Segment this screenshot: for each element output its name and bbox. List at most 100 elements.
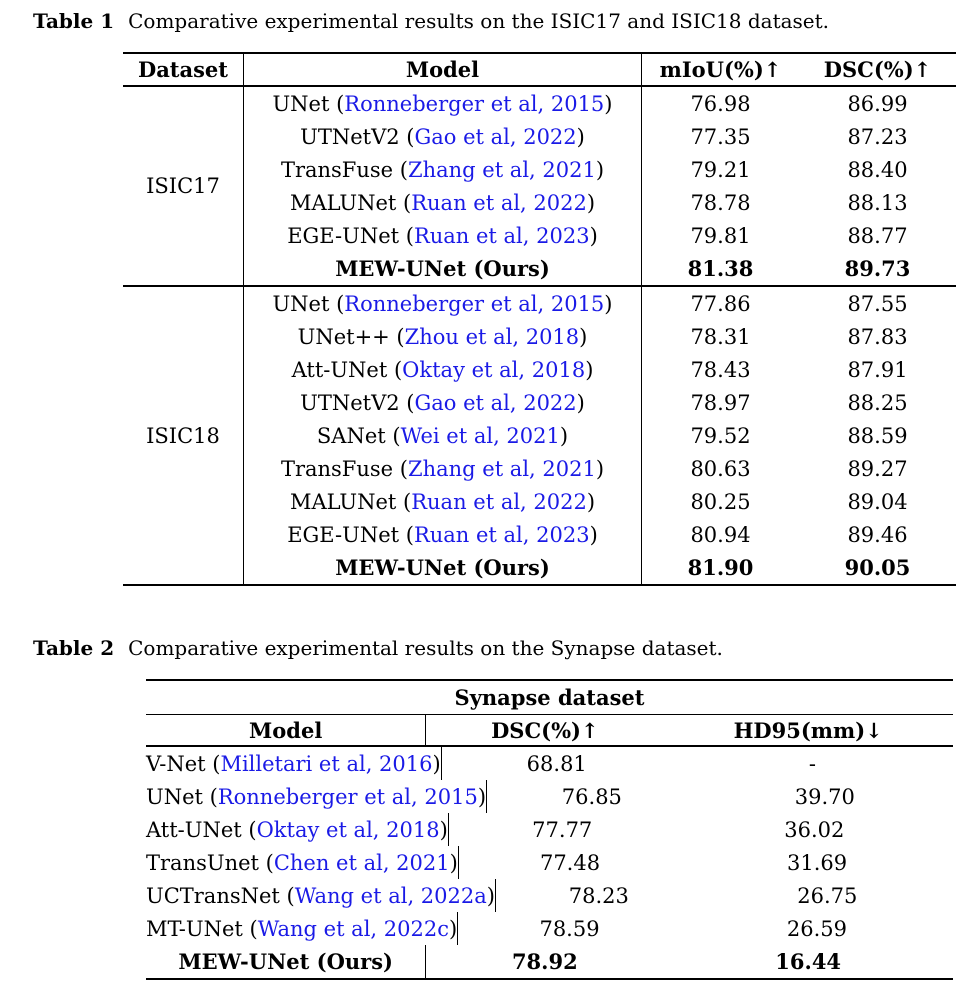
citation-link[interactable]: Ruan et al, 2023 xyxy=(413,522,590,547)
model-cell: MEW-UNet (Ours) xyxy=(146,945,427,978)
model-label: UNet ( xyxy=(146,784,218,809)
table1: Dataset Model mIoU(%)↑ DSC(%)↑ ISIC17 UNe… xyxy=(123,52,956,586)
model-cell: MEW-UNet (Ours) xyxy=(244,551,642,584)
metric-value: 88.25 xyxy=(847,390,908,415)
metric-value: 78.59 xyxy=(539,916,600,941)
citation-link[interactable]: Ruan et al, 2022 xyxy=(411,489,587,514)
model-cell: SANet (Wei et al, 2021) xyxy=(244,419,642,452)
model-label-close: ) xyxy=(486,883,495,908)
model-label: UTNetV2 ( xyxy=(300,124,415,149)
model-label: EGE-UNet ( xyxy=(287,522,414,547)
metric-value: 87.83 xyxy=(847,324,908,349)
model-cell: Att-UNet (Oktay et al, 2018) xyxy=(244,353,642,386)
model-cell: V-Net (Milletari et al, 2016) xyxy=(146,747,442,780)
model-label: MEW-UNet (Ours) xyxy=(335,555,550,580)
model-cell: UNet (Ronneberger et al, 2015) xyxy=(244,287,642,320)
table-row: TransFuse (Zhang et al, 2021) 79.21 88.40 xyxy=(244,153,956,186)
metric-cells: 77.35 87.23 xyxy=(642,120,956,153)
table-row: MEW-UNet (Ours) 78.92 16.44 xyxy=(146,945,953,978)
dataset-section: ISIC17 UNet (Ronneberger et al, 2015) 76.9… xyxy=(123,87,956,285)
citation-link[interactable]: Ronneberger et al, 2015 xyxy=(344,291,605,316)
table1-caption: Table 1 Comparative experimental results … xyxy=(33,9,829,33)
metric-cells: 76.98 86.99 xyxy=(642,87,956,120)
table1-caption-label: Table 1 xyxy=(33,9,115,33)
table1-header-row: Dataset Model mIoU(%)↑ DSC(%)↑ xyxy=(123,54,956,87)
model-cell: EGE-UNet (Ruan et al, 2023) xyxy=(244,219,642,252)
metric-cells: 80.94 89.46 xyxy=(642,518,956,551)
metric-cells: 78.43 87.91 xyxy=(642,353,956,386)
model-label: MALUNet ( xyxy=(289,489,412,514)
table1-header-metrics: mIoU(%)↑ DSC(%)↑ xyxy=(642,54,956,85)
metric-value: 87.91 xyxy=(847,357,908,382)
citation-link[interactable]: Chen et al, 2021 xyxy=(273,850,450,875)
citation-link[interactable]: Zhou et al, 2018 xyxy=(404,324,580,349)
citation-link[interactable]: Gao et al, 2022 xyxy=(414,390,577,415)
metric-cells: 81.38 89.73 xyxy=(642,252,956,285)
citation-link[interactable]: Ruan et al, 2023 xyxy=(413,223,590,248)
metric-value: 88.13 xyxy=(847,190,908,215)
citation-link[interactable]: Oktay et al, 2018 xyxy=(256,817,440,842)
citation-link[interactable]: Wang et al, 2022c xyxy=(257,916,449,941)
model-label: MEW-UNet (Ours) xyxy=(178,949,393,974)
metric-cells: 78.78 88.13 xyxy=(642,186,956,219)
table2: Synapse dataset Model DSC(%)↑ HD95(mm)↓ … xyxy=(146,679,953,980)
metric-cells: 80.25 89.04 xyxy=(642,485,956,518)
table-row: EGE-UNet (Ruan et al, 2023) 79.81 88.77 xyxy=(244,219,956,252)
table2-header-row: Model DSC(%)↑ HD95(mm)↓ xyxy=(146,715,953,747)
model-label-close: ) xyxy=(586,190,596,215)
model-label: EGE-UNet ( xyxy=(287,223,414,248)
model-label-close: ) xyxy=(586,489,596,514)
model-label: TransUnet ( xyxy=(146,850,274,875)
table2-caption: Table 2 Comparative experimental results … xyxy=(33,636,723,660)
citation-link[interactable]: Zhang et al, 2021 xyxy=(407,157,596,182)
model-label-close: ) xyxy=(432,751,441,776)
citation-link[interactable]: Zhang et al, 2021 xyxy=(407,456,596,481)
metric-value: 88.59 xyxy=(847,423,908,448)
model-cell: UCTransNet (Wang et al, 2022a) xyxy=(146,879,496,912)
table-row: MALUNet (Ruan et al, 2022) 78.78 88.13 xyxy=(244,186,956,219)
metric-value: 26.75 xyxy=(797,883,858,908)
metric-value: 39.70 xyxy=(794,784,855,809)
model-label-close: ) xyxy=(477,784,487,809)
citation-link[interactable]: Ruan et al, 2022 xyxy=(411,190,587,215)
table-row: UNet++ (Zhou et al, 2018) 78.31 87.83 xyxy=(244,320,956,353)
metric-value: 26.59 xyxy=(786,916,847,941)
model-label: MALUNet ( xyxy=(289,190,412,215)
model-cell: UTNetV2 (Gao et al, 2022) xyxy=(244,120,642,153)
model-label: Att-UNet ( xyxy=(291,357,403,382)
citation-link[interactable]: Gao et al, 2022 xyxy=(414,124,577,149)
model-label: UCTransNet ( xyxy=(146,883,295,908)
model-label: UTNetV2 ( xyxy=(300,390,415,415)
citation-link[interactable]: Ronneberger et al, 2015 xyxy=(217,784,478,809)
metric-value: 77.86 xyxy=(690,291,751,316)
model-label: Att-UNet ( xyxy=(146,817,257,842)
metric-value: 88.77 xyxy=(847,223,908,248)
table1-header-model: Model xyxy=(244,54,642,85)
metric-value: 78.43 xyxy=(690,357,751,382)
metric-value: 77.48 xyxy=(539,850,601,875)
metric-value: 78.97 xyxy=(690,390,751,415)
model-label-close: ) xyxy=(604,91,613,116)
model-cell: TransFuse (Zhang et al, 2021) xyxy=(244,452,642,485)
citation-link[interactable]: Oktay et al, 2018 xyxy=(402,357,586,382)
section-rows: UNet (Ronneberger et al, 2015) 77.86 87.55… xyxy=(244,287,956,584)
table-row: TransFuse (Zhang et al, 2021) 80.63 89.27 xyxy=(244,452,956,485)
metric-cells: 80.63 89.27 xyxy=(642,452,956,485)
metric-value: 87.55 xyxy=(847,291,908,316)
table2-header-model: Model xyxy=(146,715,427,745)
citation-link[interactable]: Ronneberger et al, 2015 xyxy=(344,91,605,116)
table-row: MT-UNet (Wang et al, 2022c) 78.59 26.59 xyxy=(146,912,953,945)
model-label: UNet ( xyxy=(272,91,345,116)
model-cell: MEW-UNet (Ours) xyxy=(244,252,642,285)
model-label-close: ) xyxy=(449,850,458,875)
model-label-close: ) xyxy=(576,390,585,415)
metric-value: 31.69 xyxy=(787,850,848,875)
model-label-close: ) xyxy=(579,324,588,349)
citation-link[interactable]: Wang et al, 2022a xyxy=(294,883,487,908)
table-row: UTNetV2 (Gao et al, 2022) 78.97 88.25 xyxy=(244,386,956,419)
table-row: UCTransNet (Wang et al, 2022a) 78.23 26.75 xyxy=(146,879,953,912)
citation-link[interactable]: Wei et al, 2021 xyxy=(400,423,560,448)
citation-link[interactable]: Milletari et al, 2016 xyxy=(220,751,433,776)
table-row: MEW-UNet (Ours) 81.90 90.05 xyxy=(244,551,956,584)
table-row: TransUnet (Chen et al, 2021) 77.48 31.69 xyxy=(146,846,953,879)
